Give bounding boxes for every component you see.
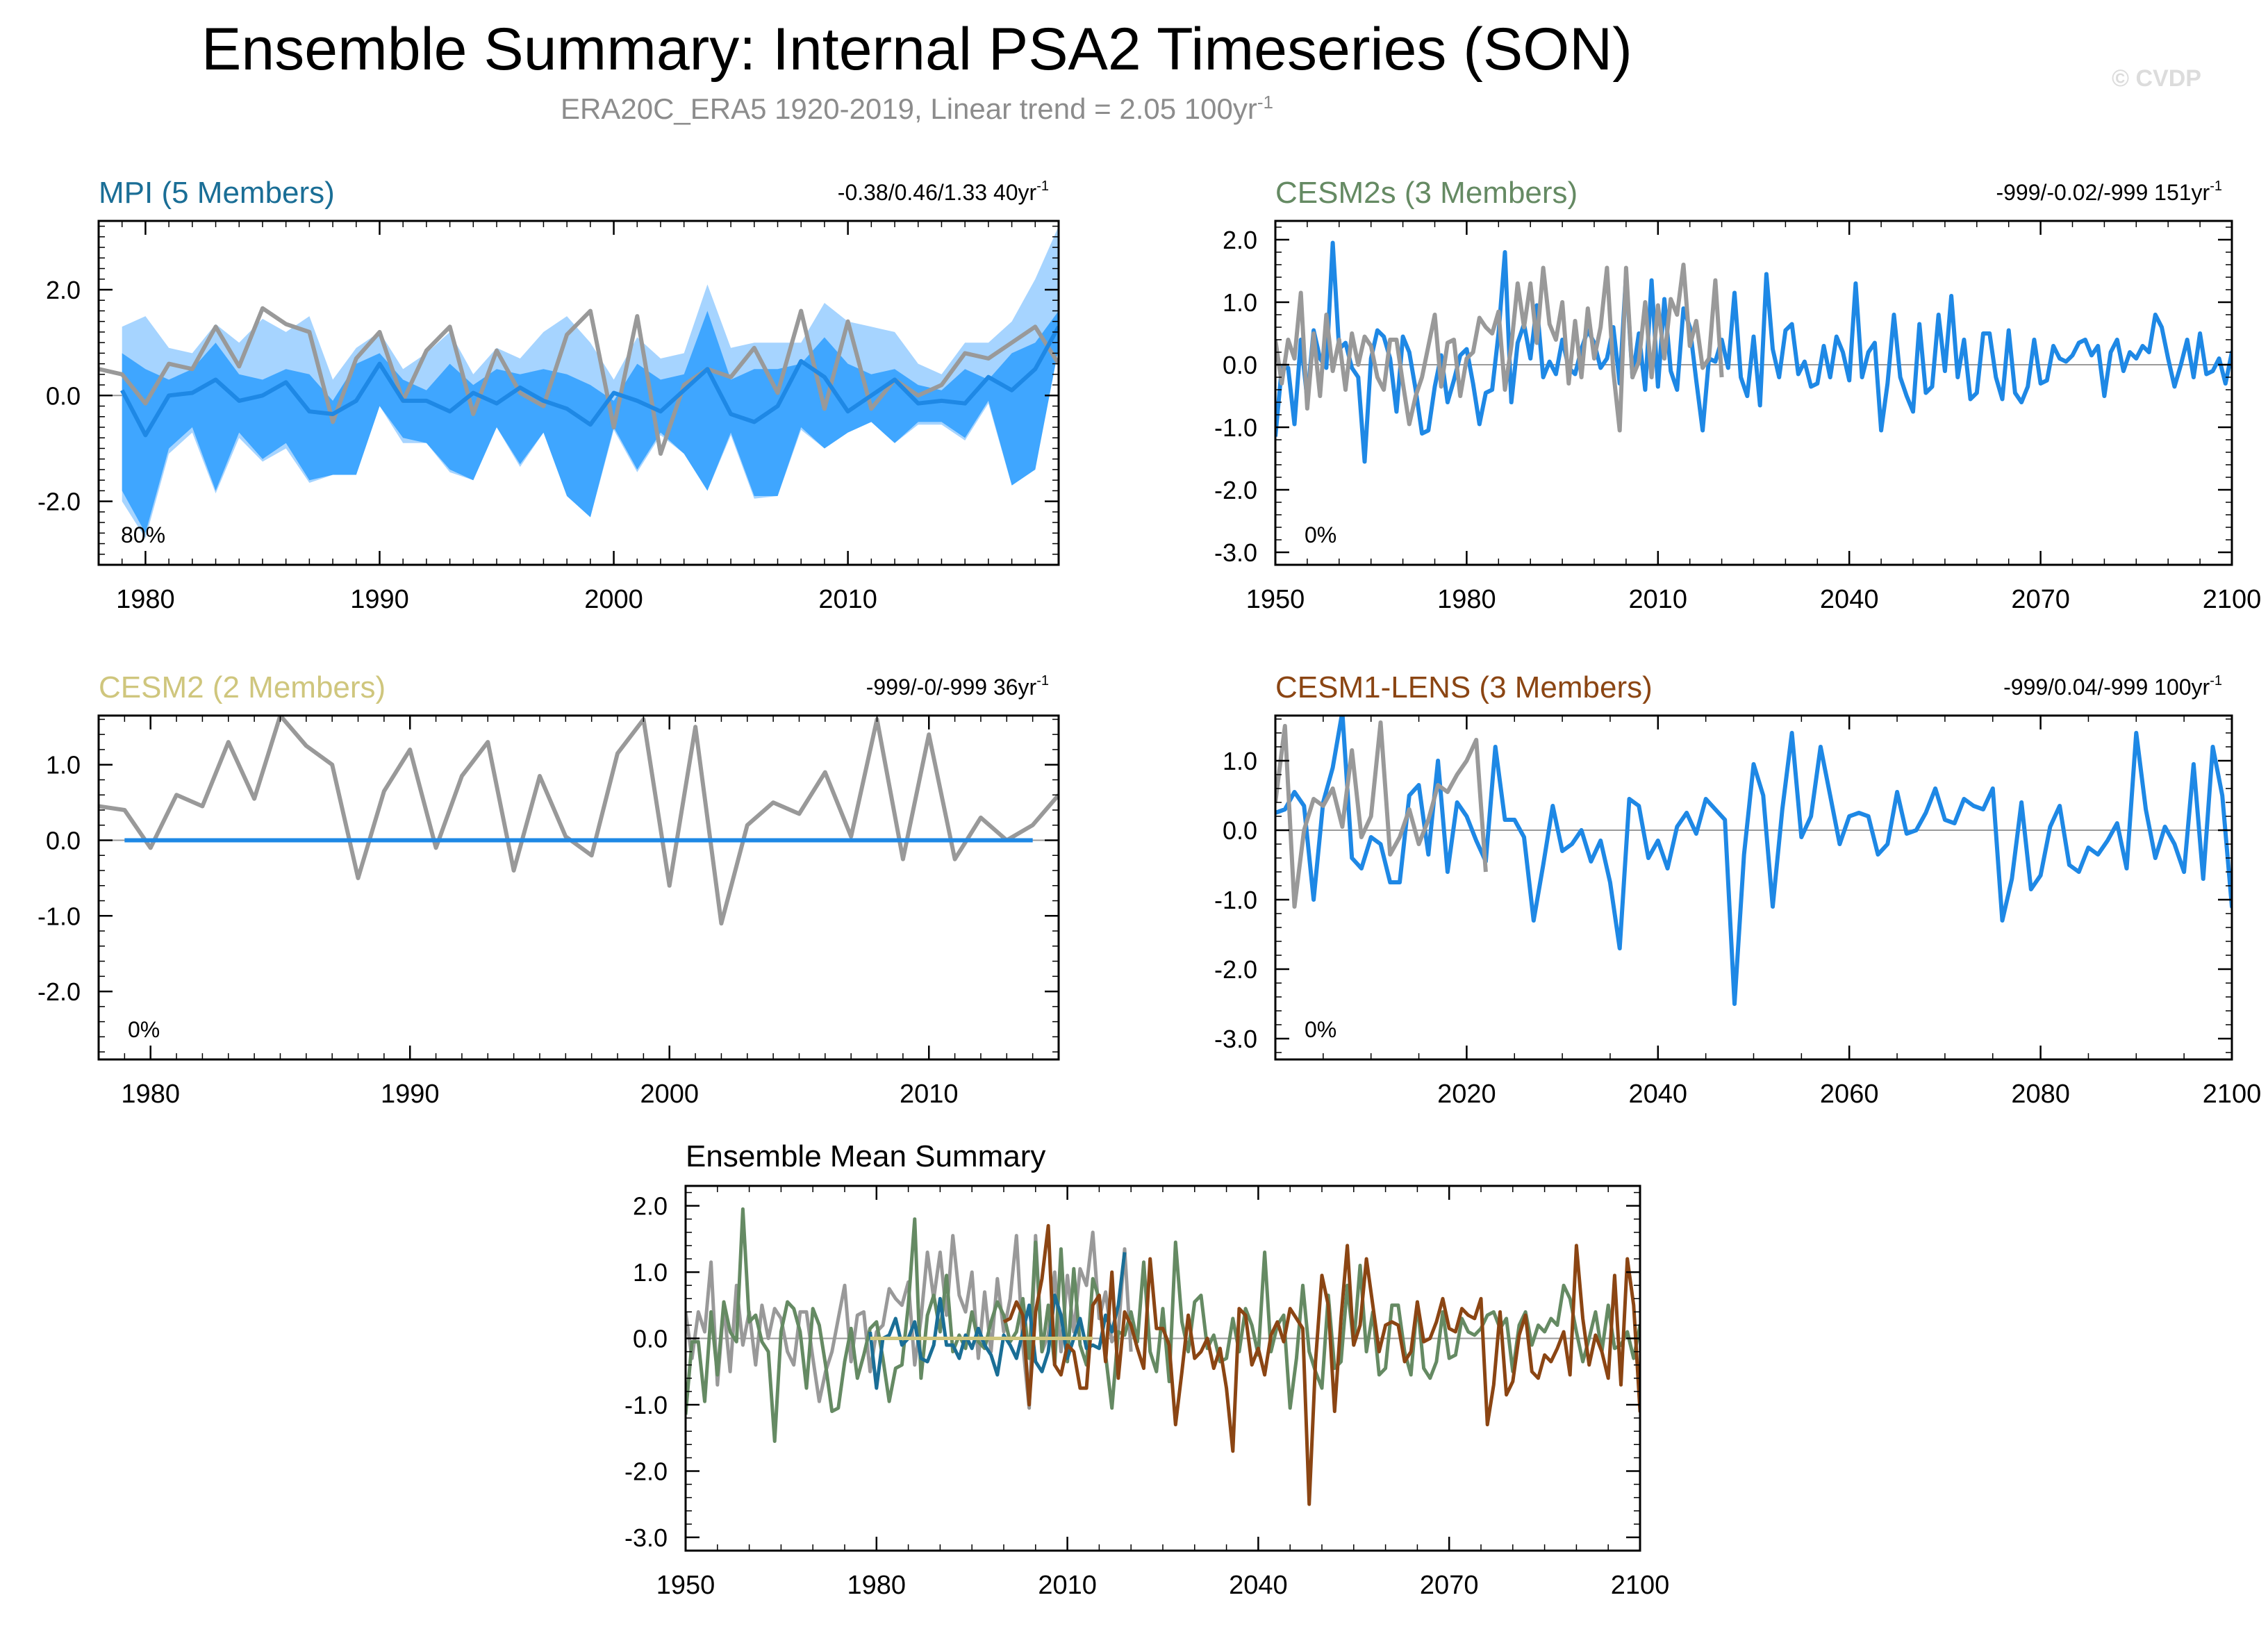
x-tick-label: 2070	[2011, 585, 2070, 614]
x-tick-label: 2080	[2011, 1080, 2070, 1109]
y-tick-label: 1.0	[633, 1258, 668, 1287]
x-tick-label: 2100	[2203, 585, 2262, 614]
plot-area-cesm2s	[1275, 240, 2232, 464]
percent-label: 80%	[121, 522, 165, 547]
stats-sup: -1	[2210, 179, 2222, 194]
x-tick-label: 1980	[1437, 585, 1496, 614]
obs-line	[1275, 263, 1724, 433]
x-tick-label: 2000	[584, 585, 643, 614]
stats-sup: -1	[2210, 673, 2222, 688]
obs-line	[1275, 720, 1488, 909]
y-tick-label: -3.0	[1214, 538, 1257, 567]
x-tick-label: 2040	[1629, 1080, 1688, 1109]
subtitle-text: ERA20C_ERA5 1920-2019, Linear trend = 2.…	[561, 92, 1257, 125]
y-tick-label: -1.0	[1214, 413, 1257, 442]
ensemble-mean-line	[120, 325, 1059, 438]
plot-area-mpi	[99, 226, 1059, 538]
x-tick-label: 1950	[656, 1571, 715, 1600]
y-tick-label: -1.0	[38, 902, 81, 930]
y-tick-label: 2.0	[633, 1192, 668, 1221]
stats-text: -999/-0.02/-999 151yr	[1996, 180, 2210, 205]
panel-mean: Ensemble Mean Summary 1950 1980 2010 2040 207…	[624, 1139, 1669, 1600]
x-tick-label: 1950	[1246, 585, 1305, 614]
x-tick-label: 2040	[1229, 1571, 1288, 1600]
percent-label: 0%	[1305, 522, 1336, 547]
x-tick-label: 1990	[381, 1080, 440, 1109]
stats-text: -999/0.04/-999 100yr	[2003, 675, 2210, 700]
panel-title: CESM2s (3 Members)	[1275, 176, 1578, 210]
series-line-cesm1	[1002, 1223, 1640, 1506]
panel-title: CESM1-LENS (3 Members)	[1275, 670, 1653, 704]
panel-cesm2s: CESM2s (3 Members) -999/-0.02/-999 151yr-…	[1214, 176, 2261, 614]
stats-text: -0.38/0.46/1.33 40yr	[838, 180, 1037, 205]
y-tick-label: 1.0	[1223, 747, 1257, 775]
obs-line	[99, 716, 1059, 926]
x-tick-label: 1980	[121, 1080, 180, 1109]
series-line-cesm2s	[686, 1207, 1640, 1443]
y-tick-label: 0.0	[1223, 351, 1257, 379]
x-tick-label: 2070	[1420, 1571, 1479, 1600]
x-tick-label: 2020	[1437, 1080, 1496, 1109]
x-tick-label: 2040	[1820, 585, 1879, 614]
series-line-mpi	[868, 1252, 1127, 1390]
plot-area-cesm2	[99, 716, 1059, 926]
x-tick-label: 2010	[818, 585, 877, 614]
panel-mpi: MPI (5 Members) -0.38/0.46/1.33 40yr-1 198…	[38, 176, 1060, 614]
y-tick-label: -2.0	[38, 977, 81, 1006]
y-tick-label: 0.0	[1223, 816, 1257, 845]
x-tick-label: 2010	[1629, 585, 1688, 614]
y-tick-label: 1.0	[46, 751, 81, 779]
panel-stats: -0.38/0.46/1.33 40yr-1	[838, 179, 1049, 205]
y-tick-label: 1.0	[1223, 288, 1257, 317]
stats-text: -999/-0/-999 36yr	[866, 675, 1037, 700]
x-tick-label: 2100	[2203, 1080, 2262, 1109]
plot-area-cesm1	[1275, 716, 2232, 1006]
stats-sup: -1	[1036, 179, 1049, 194]
y-tick-label: 2.0	[1223, 226, 1257, 254]
y-tick-label: -2.0	[38, 488, 81, 516]
panel-title: Ensemble Mean Summary	[686, 1139, 1045, 1173]
plot-area-mean	[686, 1207, 1640, 1506]
x-tick-label: 2010	[900, 1080, 959, 1109]
panel-stats: -999/0.04/-999 100yr-1	[2003, 673, 2222, 700]
panel-title: CESM2 (2 Members)	[99, 670, 386, 704]
panel-cesm2: CESM2 (2 Members) -999/-0/-999 36yr-1 1980…	[38, 670, 1060, 1109]
y-tick-label: -1.0	[1214, 886, 1257, 914]
percent-label: 0%	[1305, 1017, 1336, 1042]
x-tick-label: 2060	[1820, 1080, 1879, 1109]
x-tick-label: 1990	[350, 585, 409, 614]
panel-stats: -999/-0.02/-999 151yr-1	[1996, 179, 2222, 205]
member-line-0	[1275, 240, 2232, 464]
x-tick-label: 1980	[116, 585, 175, 614]
figure-subtitle: ERA20C_ERA5 1920-2019, Linear trend = 2.…	[0, 92, 1834, 126]
stats-sup: -1	[1036, 673, 1049, 688]
panel-cesm1: CESM1-LENS (3 Members) -999/0.04/-999 100…	[1214, 670, 2261, 1109]
y-tick-label: 0.0	[46, 827, 81, 855]
panel-stats: -999/-0/-999 36yr-1	[866, 673, 1049, 700]
x-tick-label: 2100	[1611, 1571, 1670, 1600]
y-tick-label: -2.0	[1214, 476, 1257, 504]
panel-title: MPI (5 Members)	[99, 176, 335, 210]
copyright-watermark: © CVDP	[2112, 65, 2201, 92]
percent-label: 0%	[128, 1017, 160, 1042]
panel-frame	[97, 714, 1060, 1061]
y-tick-label: -3.0	[1214, 1025, 1257, 1053]
y-tick-label: -2.0	[624, 1457, 668, 1485]
y-tick-label: -1.0	[624, 1391, 668, 1419]
x-tick-label: 2000	[640, 1080, 699, 1109]
panel-frame	[97, 220, 1060, 566]
x-tick-label: 1980	[847, 1571, 907, 1600]
y-tick-label: 2.0	[46, 276, 81, 304]
member-line-0	[1275, 716, 2232, 1006]
y-tick-label: -2.0	[1214, 955, 1257, 984]
x-tick-label: 2010	[1038, 1571, 1097, 1600]
figure-title: Ensemble Summary: Internal PSA2 Timeseri…	[201, 16, 1632, 83]
y-tick-label: 0.0	[633, 1325, 668, 1353]
y-tick-label: -3.0	[624, 1524, 668, 1552]
y-tick-label: 0.0	[46, 381, 81, 410]
subtitle-sup: -1	[1257, 92, 1273, 113]
